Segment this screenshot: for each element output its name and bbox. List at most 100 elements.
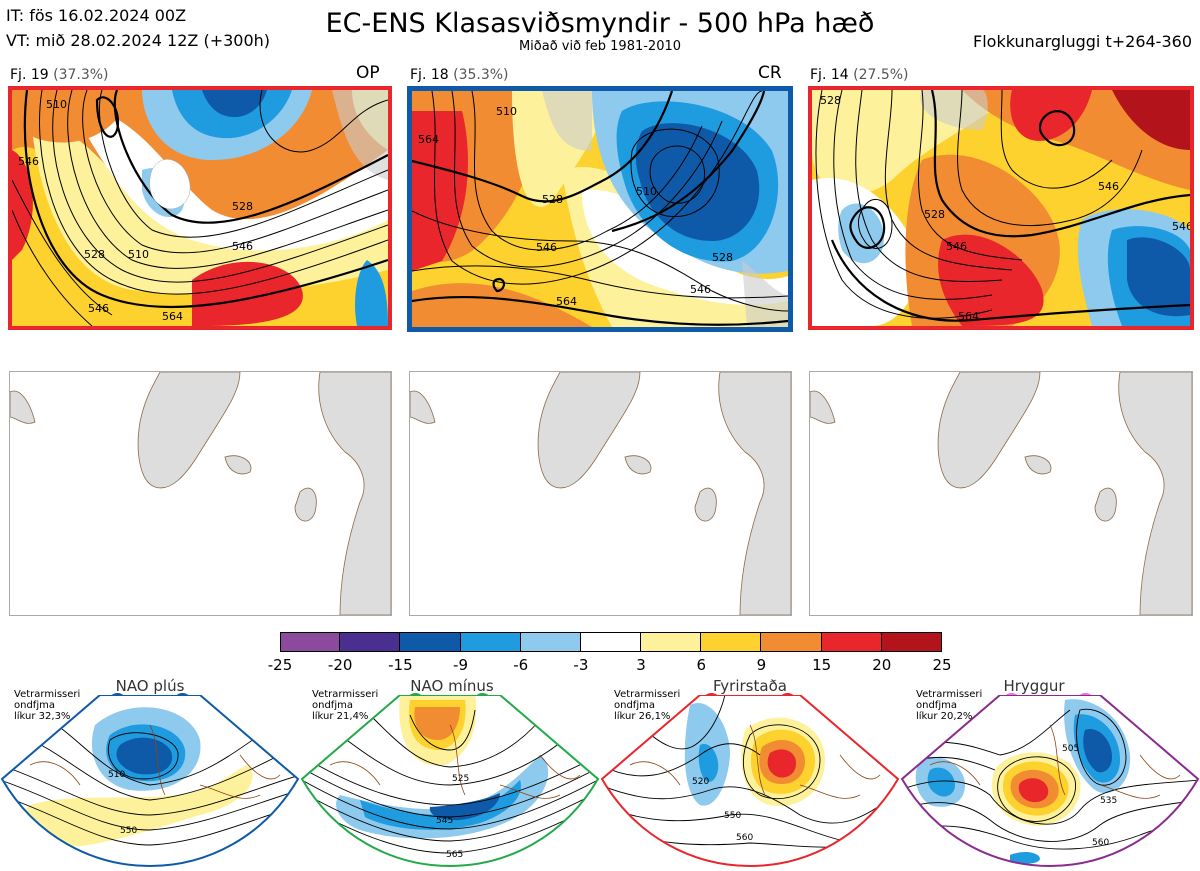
colorbar-segment bbox=[821, 632, 882, 652]
colorbar-segment bbox=[580, 632, 642, 652]
colorbar-tick-label: -9 bbox=[453, 656, 469, 674]
regime-info: Vetrarmisseri ondfjma líkur 20,2% bbox=[916, 689, 982, 722]
contour-label: 546 bbox=[88, 302, 109, 315]
regime-name: Fyrirstaða bbox=[713, 677, 787, 695]
colorbar-tick-label: 6 bbox=[696, 656, 707, 674]
regime-info-line: líkur 20,2% bbox=[916, 711, 973, 722]
colorbar-segment bbox=[340, 632, 401, 652]
issue-time: IT: fös 16.02.2024 00Z bbox=[6, 6, 187, 25]
contour-label: 546 bbox=[946, 240, 967, 253]
regime-info-line: ondfjma bbox=[14, 700, 55, 711]
contour-label: 510 bbox=[636, 185, 657, 198]
colorbar-segment bbox=[761, 632, 822, 652]
regime-nao-minus: NAO mínus Vetrarmisseri ondfjma líkur 21… bbox=[300, 675, 600, 871]
regime-info-line: ondfjma bbox=[916, 700, 957, 711]
cluster-1-map: 510 528 546 546 528 510 546 564 bbox=[8, 86, 392, 330]
colorbar-tick-label: -25 bbox=[267, 656, 293, 674]
regime-contour-label: 560 bbox=[1092, 838, 1109, 848]
empty-map-3 bbox=[809, 371, 1193, 616]
regime-blocking: Fyrirstaða Vetrarmisseri ondfjma líkur 2… bbox=[600, 675, 900, 871]
regime-info-line: líkur 26,1% bbox=[614, 711, 671, 722]
regime-info-line: ondfjma bbox=[312, 700, 353, 711]
cluster-2-label: Fj. 18 bbox=[410, 67, 449, 83]
colorbar-segment bbox=[641, 632, 702, 652]
colorbar-tick-label: 3 bbox=[636, 656, 646, 674]
regime-info-line: Vetrarmisseri bbox=[916, 689, 983, 700]
regime-info: Vetrarmisseri ondfjma líkur 26,1% bbox=[614, 689, 680, 722]
regime-ridge: Hryggur Vetrarmisseri ondfjma líkur 20,2… bbox=[900, 675, 1200, 871]
cluster-2-map: 510 528 546 564 528 510 546 564 bbox=[407, 86, 793, 332]
colorbar-segment bbox=[520, 632, 581, 652]
contour-label: 564 bbox=[162, 310, 183, 323]
colorbar-ticks: -25 -20 -15 -9 -6 -3 3 6 9 15 20 25 bbox=[268, 656, 952, 674]
contour-label: 564 bbox=[418, 133, 439, 146]
regime-name: Hryggur bbox=[1003, 677, 1065, 695]
cluster-3-label: Fj. 14 bbox=[810, 67, 849, 83]
colorbar-tick-label: -20 bbox=[327, 656, 353, 674]
regime-info: Vetrarmisseri ondfjma líkur 32,3% bbox=[14, 689, 80, 722]
contour-label: 528 bbox=[924, 208, 945, 221]
regime-info: Vetrarmisseri ondfjma líkur 21,4% bbox=[312, 689, 378, 722]
regime-contour-label: 550 bbox=[120, 826, 137, 836]
cluster-3-map: 528 546 564 546 528 546 bbox=[808, 86, 1194, 330]
regime-info-line: Vetrarmisseri bbox=[312, 689, 379, 700]
contour-label: 546 bbox=[1098, 180, 1119, 193]
colorbar-tick-label: -3 bbox=[573, 656, 589, 674]
regime-row: NAO plús Vetrarmisseri ondfjma líkur 32,… bbox=[0, 675, 1200, 871]
colorbar-tick-label: 20 bbox=[872, 656, 892, 674]
regime-contour-label: 525 bbox=[452, 774, 469, 784]
contour-label: 546 bbox=[690, 283, 711, 296]
regime-info-line: Vetrarmisseri bbox=[14, 689, 81, 700]
colorbar-tick-label: 15 bbox=[812, 656, 832, 674]
contour-label: 528 bbox=[542, 193, 563, 206]
colorbar-segment bbox=[280, 632, 341, 652]
contour-label: 546 bbox=[1172, 220, 1190, 233]
valid-time: VT: mið 28.02.2024 12Z (+300h) bbox=[6, 31, 271, 50]
regime-contour-label: 535 bbox=[1100, 796, 1117, 806]
cluster-2-heading: Fj. 18 (35.3%) bbox=[410, 67, 509, 83]
contour-label: 564 bbox=[556, 295, 577, 308]
cluster-1-label: Fj. 19 bbox=[10, 67, 49, 83]
colorbar bbox=[280, 632, 942, 652]
regime-info-line: Vetrarmisseri bbox=[614, 689, 681, 700]
regime-name: NAO mínus bbox=[410, 677, 494, 695]
cluster-1-tag: OP bbox=[356, 63, 380, 83]
contour-label: 546 bbox=[232, 240, 253, 253]
page-title: EC-ENS Klasasviðsmyndir - 500 hPa hæð bbox=[325, 8, 875, 39]
regime-contour-label: 550 bbox=[724, 811, 741, 821]
contour-label: 528 bbox=[712, 251, 733, 264]
contour-label: 510 bbox=[496, 105, 517, 118]
contour-label: 528 bbox=[232, 200, 253, 213]
empty-map-1 bbox=[9, 371, 392, 616]
contour-label: 528 bbox=[84, 248, 105, 261]
regime-name: NAO plús bbox=[115, 677, 185, 695]
colorbar-tick-label: 9 bbox=[756, 656, 767, 674]
cluster-2-tag: CR bbox=[758, 63, 782, 83]
colorbar-tick-label: -6 bbox=[513, 656, 529, 674]
regime-contour-label: 565 bbox=[446, 850, 463, 860]
classification-window: Flokkunargluggi t+264-360 bbox=[973, 32, 1192, 51]
regime-contour-label: 510 bbox=[108, 770, 125, 780]
contour-label: 564 bbox=[958, 310, 979, 323]
colorbar-tick-label: 25 bbox=[932, 656, 952, 674]
contour-label: 528 bbox=[820, 94, 841, 107]
cluster-2-percent: (35.3%) bbox=[453, 67, 509, 83]
contour-label: 510 bbox=[46, 98, 67, 111]
regime-contour-label: 520 bbox=[692, 777, 709, 787]
cluster-1-percent: (37.3%) bbox=[53, 67, 109, 83]
colorbar-segment bbox=[701, 632, 762, 652]
contour-label: 546 bbox=[536, 241, 557, 254]
regime-info-line: ondfjma bbox=[614, 700, 655, 711]
contour-label: 510 bbox=[128, 248, 149, 261]
empty-map-2 bbox=[409, 371, 792, 616]
cluster-3-heading: Fj. 14 (27.5%) bbox=[810, 67, 909, 83]
regime-contour-label: 505 bbox=[1062, 744, 1079, 754]
regime-info-line: líkur 21,4% bbox=[312, 711, 369, 722]
cluster-1-heading: Fj. 19 (37.3%) bbox=[10, 67, 109, 83]
regime-contour-label: 545 bbox=[436, 816, 453, 826]
colorbar-segment bbox=[460, 632, 521, 652]
regime-contour-label: 560 bbox=[736, 833, 753, 843]
colorbar-segment bbox=[400, 632, 461, 652]
regime-info-line: líkur 32,3% bbox=[14, 711, 71, 722]
contour-label: 546 bbox=[18, 155, 39, 168]
